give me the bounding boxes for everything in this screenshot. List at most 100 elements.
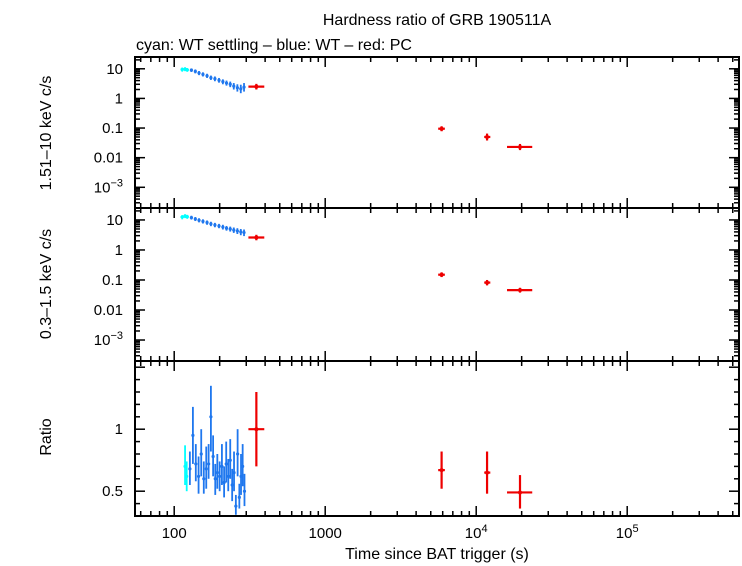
panel-frame (134, 56, 740, 209)
data-point (196, 474, 201, 478)
data-point (485, 134, 490, 139)
data-point (237, 495, 241, 499)
data-point (221, 79, 225, 84)
data-point (234, 504, 238, 508)
data-point (185, 474, 189, 478)
y-tick-label: 1 (115, 421, 123, 438)
data-point (254, 235, 259, 240)
data-point (201, 219, 205, 223)
series-cyan (180, 67, 189, 72)
data-point (221, 225, 225, 229)
data-point (224, 462, 228, 466)
data-point (185, 68, 189, 72)
data-point (232, 471, 236, 475)
y-axis-label-hard: 1.51–10 keV c/s (38, 76, 55, 191)
data-point (228, 227, 232, 231)
x-tick-label: 105 (616, 523, 639, 542)
data-point (518, 288, 523, 293)
data-point (217, 78, 221, 82)
data-point (239, 87, 243, 91)
data-point (228, 458, 232, 462)
data-point (235, 229, 239, 233)
data-point (197, 218, 201, 222)
data-point (228, 82, 232, 86)
data-point (189, 68, 194, 72)
panel-frame (134, 360, 740, 517)
data-point (232, 228, 236, 232)
series-blue (189, 215, 246, 237)
data-point (197, 71, 201, 75)
data-point (218, 474, 222, 478)
x-tick-label: 100 (162, 525, 187, 542)
data-point (242, 85, 246, 89)
data-point (213, 77, 217, 81)
x-tick-label: 1000 (309, 525, 342, 542)
data-point (226, 474, 230, 478)
y-axis-label-soft: 0.3–1.5 keV c/s (38, 229, 55, 339)
data-point (439, 468, 444, 473)
data-point (254, 84, 259, 89)
data-point (217, 224, 221, 228)
y-tick-label: 0.1 (102, 120, 123, 137)
y-tick-label: 10 (106, 61, 123, 78)
data-point (209, 415, 213, 419)
data-point (236, 452, 240, 456)
data-point (199, 452, 203, 456)
panel-ratio: 10.5 (102, 360, 740, 517)
data-point (254, 427, 259, 432)
y-tick-label: 0.01 (94, 150, 123, 167)
panel-soft: 10 1 0.1 0.01 10−3 (94, 207, 740, 362)
data-point (242, 230, 246, 235)
data-point (189, 215, 194, 220)
data-point (194, 462, 198, 466)
y-tick-label: 10−3 (94, 330, 123, 349)
y-tick-label: 10−3 (94, 177, 123, 196)
data-point (204, 467, 208, 471)
data-point (239, 230, 243, 234)
y-tick-label: 0.1 (102, 272, 123, 289)
series-red (248, 83, 533, 151)
data-point (224, 81, 229, 85)
x-axis-label: Time since BAT trigger (s) (345, 546, 529, 563)
data-point (180, 215, 184, 219)
data-point (232, 84, 236, 88)
data-point (213, 223, 217, 227)
y-tick-exponent: −3 (110, 177, 123, 189)
series-blue (188, 385, 247, 515)
y-tick-label: 1 (115, 90, 123, 107)
data-point (439, 126, 444, 131)
data-point (485, 280, 490, 285)
data-point (213, 477, 217, 481)
chart-subtitle: cyan: WT settling – blue: WT – red: PC (136, 37, 412, 54)
series-red (248, 392, 533, 509)
data-point (224, 226, 229, 230)
y-tick-label: 0.5 (102, 483, 123, 500)
data-point (193, 69, 197, 73)
data-point (185, 215, 189, 219)
series-blue (189, 68, 246, 94)
y-tick-label: 1 (115, 242, 123, 259)
y-tick-label: 0.01 (94, 302, 123, 319)
data-point (180, 67, 184, 72)
data-point (518, 144, 523, 149)
panel-hard: 10 1 0.1 0.01 10−3 (94, 56, 740, 209)
data-point (193, 217, 197, 221)
data-point (220, 464, 224, 468)
data-point (222, 480, 226, 485)
data-point (215, 471, 219, 475)
data-point (209, 222, 213, 226)
data-point (191, 433, 195, 437)
data-point (205, 220, 209, 225)
x-tick-exponent: 5 (632, 523, 638, 535)
data-point (518, 490, 523, 495)
data-point (235, 86, 239, 90)
data-point (485, 470, 490, 475)
series-cyan (183, 445, 189, 492)
data-point (201, 72, 205, 76)
y-axis-label-ratio: Ratio (38, 418, 55, 455)
data-point (209, 76, 213, 80)
y-tick-label: 10 (106, 212, 123, 229)
data-point (202, 477, 206, 481)
